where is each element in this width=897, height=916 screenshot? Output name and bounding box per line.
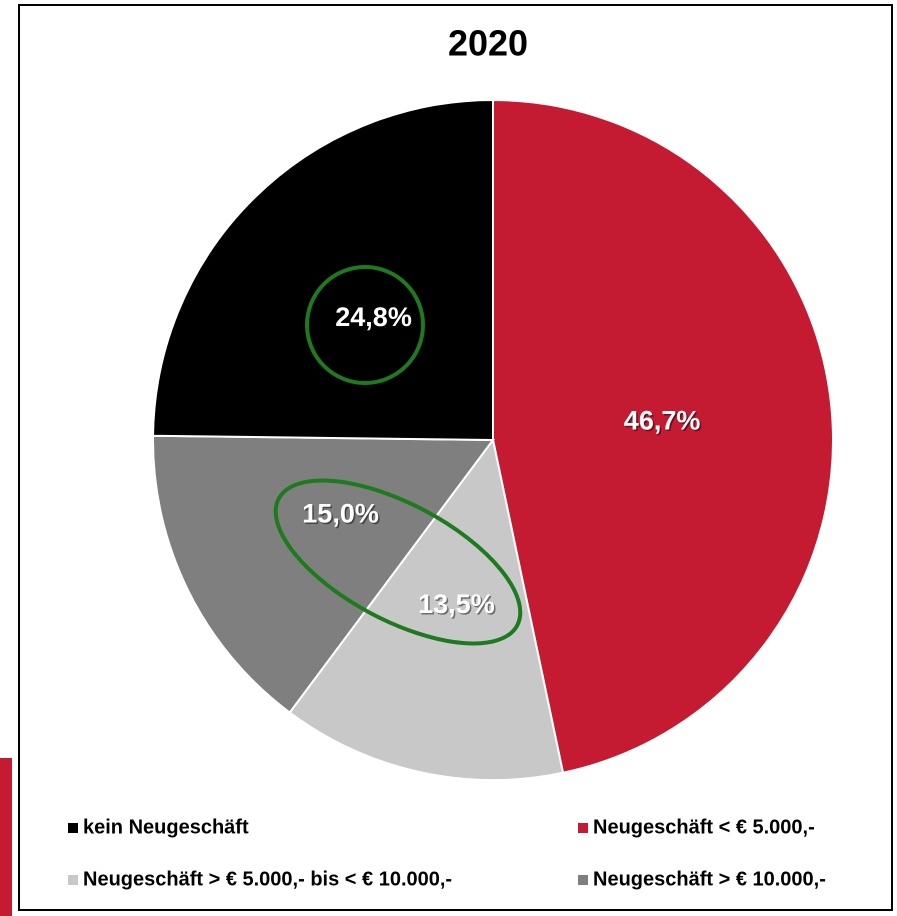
- side-strip: [0, 758, 12, 916]
- legend-label: Neugeschäft < € 5.000,-: [593, 816, 815, 838]
- value-label-shadow: 13,5%: [420, 591, 497, 621]
- pie-slice: [152, 98, 494, 442]
- value-label-shadow: 24,8%: [337, 304, 414, 334]
- value-label: 15,0%: [302, 498, 379, 528]
- pie-slice: [288, 437, 565, 781]
- pie: [152, 98, 834, 781]
- legend-label: Neugeschäft > € 5.000,- bis < € 10.000,-: [83, 868, 452, 890]
- value-labels: 46,7%46,7%13,5%13,5%15,0%15,0%24,8%24,8%: [302, 302, 702, 620]
- legend-swatch: [68, 875, 78, 885]
- legend-label: kein Neugeschäft: [83, 816, 249, 838]
- legend: Neugeschäft < € 5.000,- Neugeschäft > € 5…: [68, 816, 826, 890]
- legend-swatch: [578, 823, 588, 833]
- value-label: 13,5%: [418, 589, 495, 619]
- value-label-shadow: 15,0%: [304, 500, 381, 530]
- value-label: 24,8%: [335, 302, 412, 332]
- value-label-shadow: 46,7%: [625, 407, 702, 437]
- legend-swatch: [578, 875, 588, 885]
- legend-label: Neugeschäft > € 10.000,-: [593, 868, 826, 890]
- legend-swatch: [68, 823, 78, 833]
- value-label: 46,7%: [624, 406, 701, 436]
- pie-slice: [152, 434, 495, 714]
- highlight-ellipse: [273, 478, 523, 646]
- highlight-circle: [305, 265, 425, 385]
- pie-slice: [492, 98, 834, 774]
- chart-title: 2020: [448, 23, 528, 64]
